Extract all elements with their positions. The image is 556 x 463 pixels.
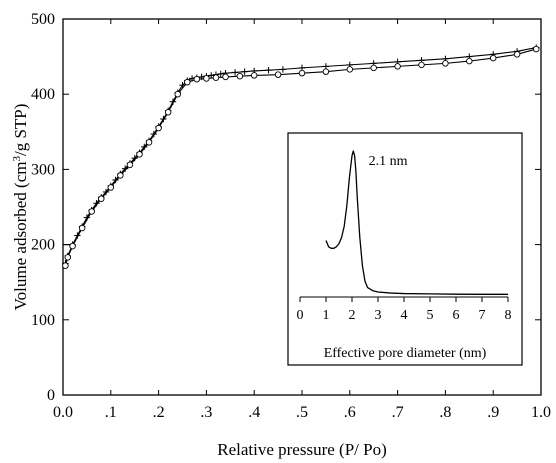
main-x-tick-labels: 0.0 .1 .2 .3 .4 .5 .6 .7 .8 .9 1.0 (53, 404, 551, 421)
main-point-circle (62, 262, 69, 269)
main-point-circle (532, 45, 540, 53)
main-series-group (62, 44, 540, 269)
main-x-tick-label: .6 (344, 404, 356, 421)
main-y-tick-label: 500 (31, 11, 55, 28)
inset-x-tick-label: 4 (401, 308, 408, 323)
inset-x-tick-label: 2 (349, 308, 356, 323)
inset-x-tick-labels: 0 1 2 3 4 5 6 7 8 (297, 308, 512, 323)
main-point-plus (279, 66, 287, 73)
main-point-circle (442, 60, 449, 67)
inset-x-tick-label: 7 (479, 308, 486, 323)
main-axis-ticks (62, 18, 542, 396)
main-point-circle (164, 108, 172, 116)
main-point-plus (241, 68, 248, 75)
main-point-circle (88, 208, 95, 215)
inset-peak-annotation: 2.1 nm (369, 154, 408, 169)
main-point-circle (69, 242, 76, 250)
main-x-tick-label: .5 (296, 404, 308, 421)
main-point-circle (418, 61, 425, 69)
main-point-circle (236, 72, 244, 80)
main-point-plus (231, 69, 239, 76)
main-y-tick-label: 0 (47, 387, 55, 404)
main-point-circle (489, 54, 497, 62)
main-y-axis-title: Volume adsorbed (cm3/g STP) (11, 104, 30, 311)
main-x-tick-label: .9 (487, 404, 499, 421)
main-x-tick-label: .1 (105, 404, 117, 421)
main-point-circle (250, 72, 258, 79)
main-point-circle (370, 64, 377, 72)
main-x-tick-label: .2 (153, 404, 165, 421)
main-point-circle (298, 69, 306, 77)
main-x-tick-label: .7 (392, 404, 404, 421)
inset-chart: 0 1 2 3 4 5 6 7 8 Effective pore diameter (nm) 2… (287, 132, 523, 366)
main-x-tick-label: 1.0 (531, 404, 551, 421)
main-x-tick-label: .3 (200, 404, 212, 421)
main-y-tick-label: 200 (31, 237, 55, 254)
inset-x-tick-label: 8 (505, 308, 512, 323)
main-point-circle (394, 63, 401, 70)
main-y-tick-label: 300 (31, 161, 55, 178)
main-point-circle (174, 90, 181, 98)
inset-background (287, 132, 523, 366)
inset-x-axis-title: Effective pore diameter (nm) (324, 346, 487, 361)
inset-x-tick-label: 5 (427, 308, 434, 323)
main-x-tick-label: 0.0 (53, 404, 73, 421)
main-point-circle (322, 68, 330, 75)
main-point-circle (117, 172, 124, 179)
main-x-tick-label: .4 (248, 404, 260, 421)
main-point-plus (265, 66, 272, 74)
main-x-tick-label: .8 (439, 404, 451, 421)
main-point-circle (274, 71, 282, 78)
inset-x-tick-label: 0 (297, 308, 304, 323)
inset-x-tick-label: 3 (375, 308, 382, 323)
main-point-circle (513, 51, 521, 58)
main-point-circle (212, 74, 220, 81)
main-y-tick-label: 100 (31, 312, 55, 329)
main-point-circle (107, 184, 115, 191)
inset-series-group (325, 150, 508, 295)
main-chart: 0.0.1.2.3.4.5.6.7.8.9 1.0 010020030040050… (11, 11, 551, 459)
y-axis-title-tail: /g STP) (11, 104, 30, 156)
main-x-axis-title: Relative pressure (P/ Po) (217, 440, 387, 459)
main-point-plus (102, 188, 110, 196)
main-y-tick-labels: 0 100 200 300 400 500 (31, 11, 55, 404)
inset-series-line-0 (325, 150, 508, 295)
inset-x-tick-label: 1 (323, 308, 330, 323)
main-point-circle (64, 254, 72, 261)
main-point-circle (136, 151, 143, 158)
main-point-circle (126, 161, 134, 169)
main-point-circle (222, 73, 229, 81)
main-point-plus (217, 70, 224, 78)
inset-x-ticks (299, 297, 509, 302)
main-point-circle (203, 75, 210, 82)
y-axis-title-main: Volume adsorbed (cm (11, 162, 30, 311)
main-point-circle (97, 195, 105, 202)
main-point-circle (346, 66, 354, 73)
main-point-circle (78, 224, 86, 232)
main-point-circle (145, 139, 153, 146)
y-axis-title-superscript: 3 (11, 156, 23, 162)
main-point-plus (150, 130, 158, 138)
main-point-circle (193, 75, 201, 83)
main-point-circle (184, 78, 191, 86)
main-y-tick-label: 400 (31, 86, 55, 103)
main-point-circle (466, 57, 473, 65)
inset-x-tick-label: 6 (453, 308, 460, 323)
main-point-circle (155, 124, 162, 132)
